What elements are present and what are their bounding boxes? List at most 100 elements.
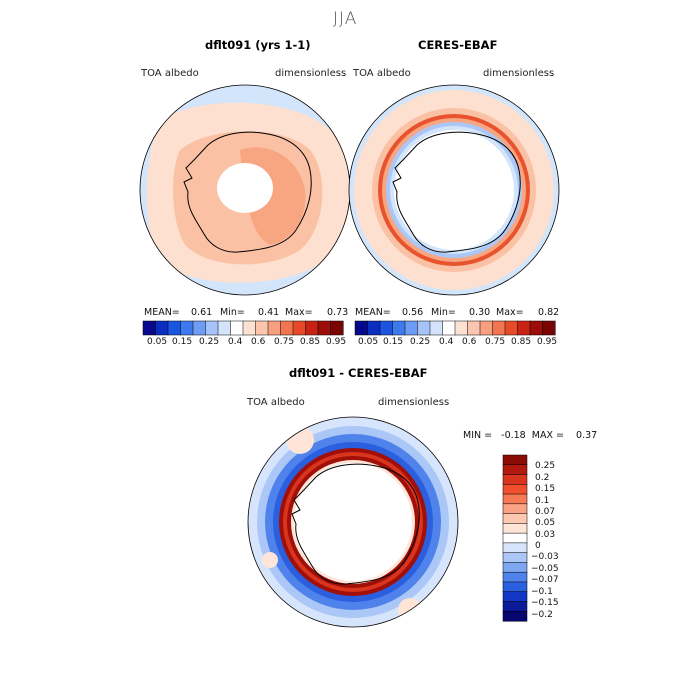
panel3-units-label: dimensionless (378, 397, 450, 408)
colorbar-swatch (542, 320, 556, 336)
panel1-title: dflt091 (yrs 1-1) (205, 38, 311, 52)
colorbar-swatch (502, 513, 528, 524)
colorbar-swatch (429, 320, 444, 336)
colorbar3-tick: 0.03 (535, 530, 556, 540)
colorbar-swatch (517, 320, 531, 336)
colorbar-panel1 (142, 320, 344, 336)
colorbar-swatch (192, 320, 207, 336)
panel2-variable-label: TOA albedo (353, 68, 411, 79)
colorbar2-tick: 0.75 (485, 337, 506, 347)
colorbar3-tick: 0.2 (535, 473, 550, 483)
colorbar1-tick: 0.75 (274, 337, 295, 347)
colorbar-swatch (280, 320, 294, 336)
colorbar-swatch (305, 320, 319, 336)
colorbar-swatch (379, 320, 394, 336)
colorbar-swatch (142, 320, 157, 336)
colorbar-swatch (502, 493, 528, 505)
colorbar-swatch (502, 581, 528, 593)
colorbar-swatch (454, 320, 469, 336)
colorbar-swatch (502, 571, 528, 583)
colorbar-swatch (529, 320, 544, 336)
panel1-units-label: dimensionless (275, 68, 347, 79)
colorbar-swatch (404, 320, 419, 336)
colorbar3-tick: −0.2 (531, 610, 553, 620)
panel3-title: dflt091 - CERES-EBAF (289, 366, 428, 380)
colorbar-swatch (502, 591, 528, 603)
colorbar3-tick: −0.1 (531, 587, 553, 597)
colorbar3-tick: 0.25 (535, 461, 556, 471)
colorbar-swatch (502, 464, 528, 476)
colorbar-swatch (502, 610, 528, 622)
colorbar-swatch (230, 320, 244, 336)
colorbar-swatch (502, 552, 528, 563)
colorbar3-tick: −0.07 (531, 575, 559, 585)
panel2-min-label: Min= (431, 307, 456, 318)
colorbar-swatch (205, 320, 219, 336)
colorbar-swatch (167, 320, 182, 336)
colorbar3-tick: 0 (535, 541, 541, 551)
colorbar-swatch (354, 320, 369, 336)
colorbar3-tick: −0.15 (531, 598, 559, 608)
colorbar-swatch (502, 474, 528, 485)
colorbar3-tick: −0.05 (531, 564, 559, 574)
colorbar-swatch (502, 532, 528, 544)
colorbar3-tick: −0.03 (531, 552, 559, 562)
colorbar2-tick: 0.95 (537, 337, 558, 347)
colorbar2-tick: 0.15 (383, 337, 404, 347)
colorbar-swatch (502, 601, 528, 612)
colorbar2-tick: 0.6 (462, 337, 477, 347)
panel1-map (140, 85, 350, 295)
colorbar2-tick: 0.85 (511, 337, 532, 347)
colorbar1-tick: 0.15 (172, 337, 193, 347)
colorbar-swatch (255, 320, 269, 336)
colorbar-swatch (217, 320, 232, 336)
colorbar-swatch (502, 503, 528, 515)
panel3-variable-label: TOA albedo (247, 397, 305, 408)
colorbar1-tick: 0.05 (147, 337, 168, 347)
colorbar-swatch (502, 523, 528, 534)
colorbar-difference (502, 454, 528, 622)
colorbar-swatch (155, 320, 169, 336)
panel3-map (248, 417, 458, 627)
colorbar1-tick: 0.6 (251, 337, 266, 347)
colorbar-swatch (502, 484, 528, 495)
colorbar3-tick: 0.07 (535, 507, 556, 517)
panel1-variable-label: TOA albedo (141, 68, 199, 79)
colorbar-swatch (442, 320, 456, 336)
panel2-units-label: dimensionless (483, 68, 555, 79)
colorbar-swatch (467, 320, 481, 336)
colorbar-panel2 (354, 320, 556, 336)
panel2-min-value: 0.30 (469, 307, 491, 318)
colorbar-swatch (292, 320, 307, 336)
panel2-mean-label: MEAN= (355, 307, 391, 318)
panel3-min-max-stats: MIN = -0.18 MAX = 0.37 (463, 430, 598, 441)
colorbar-swatch (367, 320, 381, 336)
colorbar1-tick: 0.25 (199, 337, 220, 347)
colorbar-swatch (180, 320, 194, 336)
colorbar2-tick: 0.05 (358, 337, 379, 347)
colorbar-swatch (502, 562, 528, 573)
colorbar2-tick: 0.4 (439, 337, 454, 347)
colorbar-swatch (392, 320, 406, 336)
colorbar3-tick: 0.1 (535, 496, 550, 506)
colorbar3-tick: 0.15 (535, 484, 556, 494)
colorbar3-tick: 0.05 (535, 518, 556, 528)
colorbar-swatch (317, 320, 332, 336)
colorbar-swatch (242, 320, 257, 336)
colorbar1-tick: 0.85 (300, 337, 321, 347)
panel1-mean-value: 0.61 (191, 307, 213, 318)
colorbar-swatch (479, 320, 494, 336)
colorbar-swatch (267, 320, 282, 336)
colorbar1-tick: 0.4 (228, 337, 243, 347)
panel2-mean-value: 0.56 (402, 307, 424, 318)
panel1-max-value: 0.73 (327, 307, 349, 318)
season-title: JJA (333, 9, 358, 29)
colorbar1-tick: 0.95 (326, 337, 347, 347)
panel2-map (349, 85, 559, 295)
panel1-min-value: 0.41 (258, 307, 280, 318)
panel2-max-label: Max= (496, 307, 524, 318)
colorbar-swatch (504, 320, 519, 336)
panel1-max-label: Max= (285, 307, 313, 318)
panel1-min-label: Min= (220, 307, 245, 318)
